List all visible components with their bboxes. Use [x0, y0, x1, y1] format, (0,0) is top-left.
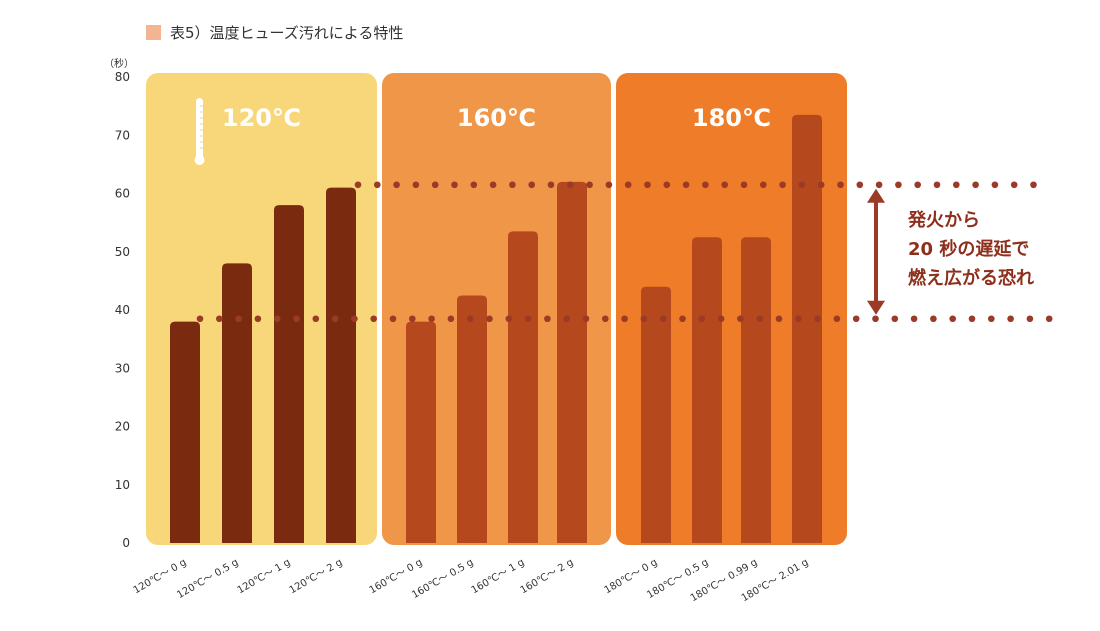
panel-1 — [382, 73, 611, 545]
panel-0 — [146, 73, 377, 545]
y-axis: 0 10 20 30 40 50 60 70 80 — [115, 70, 130, 550]
bar-0-1 — [222, 263, 252, 543]
panel-2 — [616, 73, 847, 545]
panel-labels-layer: 120℃ 160℃ 180℃ — [194, 98, 771, 165]
x-tick-label-1-3: 160℃～ 2 g — [519, 557, 576, 596]
y-tick-label: 70 — [115, 128, 130, 142]
chart-legend: 表5）温度ヒューズ汚れによる特性 — [146, 24, 403, 42]
bar-1-3 — [557, 181, 587, 543]
x-tick-label-1-2: 160℃～ 1 g — [470, 557, 527, 596]
panels-layer — [146, 73, 847, 545]
panel-label-1: 160℃ — [457, 104, 536, 132]
delay-arrow-icon — [867, 188, 885, 315]
x-tick-label-0-3: 120℃～ 2 g — [288, 557, 345, 596]
bar-0-3 — [326, 187, 356, 544]
y-tick-label: 20 — [115, 420, 130, 434]
annotation-line-1: 20 秒の遅延で — [908, 238, 1029, 260]
reference-line-0 — [354, 181, 1037, 189]
y-axis-unit: （秒） — [104, 57, 134, 70]
bars-layer — [170, 114, 822, 544]
chart-title: 表5）温度ヒューズ汚れによる特性 — [170, 24, 403, 42]
legend-swatch — [146, 25, 161, 40]
panel-label-2: 180℃ — [692, 104, 771, 132]
reference-lines-layer — [196, 181, 1053, 323]
bar-2-0 — [641, 286, 671, 543]
y-tick-label: 80 — [115, 70, 130, 84]
bar-1-2 — [508, 231, 538, 544]
x-tick-label-0-2: 120℃～ 1 g — [236, 557, 293, 596]
y-tick-label: 30 — [115, 361, 130, 375]
panel-label-0: 120℃ — [222, 104, 301, 132]
bar-1-1 — [457, 295, 487, 543]
bar-2-3 — [792, 114, 822, 544]
y-tick-label: 50 — [115, 245, 130, 259]
y-tick-label: 0 — [122, 536, 130, 550]
reference-line-1 — [196, 315, 1053, 323]
bar-1-0 — [406, 321, 436, 543]
annotation-line-0: 発火から — [907, 209, 980, 231]
bar-2-1 — [692, 237, 722, 543]
y-tick-label: 40 — [115, 303, 130, 317]
thermometer-icon — [194, 98, 205, 165]
annotation-line-2: 燃え広がる恐れ — [908, 267, 1034, 289]
bar-0-2 — [274, 205, 304, 543]
bar-0-0 — [170, 321, 200, 543]
y-tick-label: 10 — [115, 478, 130, 492]
bar-2-2 — [741, 237, 771, 543]
y-tick-label: 60 — [115, 187, 130, 201]
